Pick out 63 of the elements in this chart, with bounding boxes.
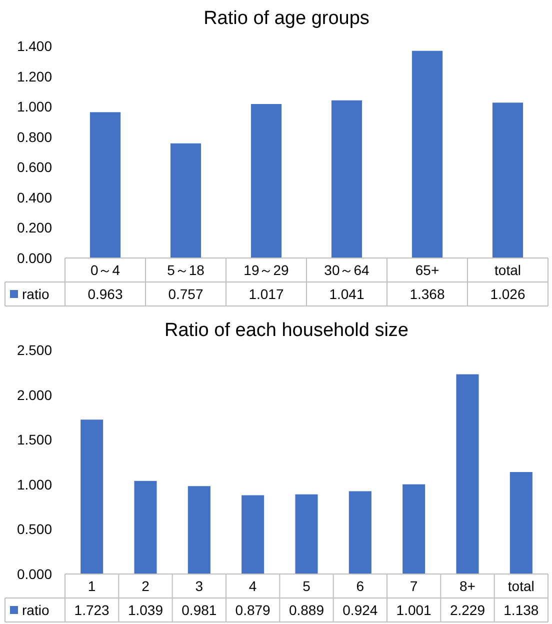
y-tick-label: 1.500 <box>16 432 52 448</box>
x-tick-label: 0～4 <box>90 262 120 278</box>
y-tick-label: 1.400 <box>16 38 52 54</box>
data-label: 0.757 <box>168 286 204 302</box>
bar <box>492 102 524 258</box>
x-tick-label: 3 <box>195 578 204 594</box>
y-tick-label: 0.000 <box>16 566 52 582</box>
data-label: 1.026 <box>490 286 526 302</box>
data-label: 1.001 <box>396 602 432 618</box>
y-tick-label: 0.500 <box>16 521 52 538</box>
bar <box>134 480 157 574</box>
x-tick-label: 5～18 <box>167 262 205 278</box>
y-tick-label: 1.000 <box>16 476 52 492</box>
x-tick-label: total <box>508 578 534 594</box>
x-tick-label: 4 <box>248 578 257 594</box>
bar <box>456 374 479 574</box>
bar <box>170 143 202 258</box>
x-tick-label: 65+ <box>415 262 440 278</box>
y-tick-label: 1.000 <box>16 98 52 115</box>
bar <box>188 486 210 574</box>
legend-label: ratio <box>22 602 50 618</box>
chart-title: Ratio of each household size <box>164 320 408 341</box>
y-tick-label: 2.500 <box>16 342 52 358</box>
bar <box>90 112 121 258</box>
bar <box>250 104 282 258</box>
y-tick-label: 0.400 <box>16 189 52 206</box>
data-label: 0.879 <box>235 602 271 618</box>
bar <box>242 495 264 574</box>
bar <box>510 472 532 574</box>
data-label: 1.041 <box>329 286 364 302</box>
x-tick-label: 30～64 <box>324 262 370 278</box>
data-label: 1.723 <box>74 602 110 618</box>
data-label: 1.138 <box>504 602 539 618</box>
y-tick-label: 0.200 <box>16 220 52 236</box>
bar <box>348 491 372 574</box>
data-label: 1.368 <box>410 286 445 302</box>
bar <box>331 100 362 258</box>
x-tick-label: 5 <box>302 578 311 594</box>
x-tick-label: 8+ <box>460 578 476 594</box>
y-tick-label: 1.200 <box>16 68 52 84</box>
x-tick-label: total <box>494 262 521 278</box>
bar <box>402 484 426 574</box>
y-tick-label: 0.000 <box>16 250 52 266</box>
data-label: 1.039 <box>128 602 164 618</box>
x-tick-label: 1 <box>88 578 96 594</box>
x-tick-label: 7 <box>410 578 418 594</box>
bar <box>80 420 104 574</box>
chart-title: Ratio of age groups <box>204 8 370 29</box>
x-tick-label: 2 <box>142 578 150 594</box>
x-tick-label: 6 <box>356 578 364 594</box>
data-label: 2.229 <box>450 602 486 618</box>
data-label: 0.924 <box>342 602 378 618</box>
legend-label: ratio <box>22 286 50 302</box>
bar <box>295 494 318 574</box>
data-label: 1.017 <box>248 286 284 302</box>
y-tick-label: 0.600 <box>16 159 52 176</box>
x-tick-label: 19～29 <box>244 262 290 278</box>
data-label: 0.963 <box>88 286 123 302</box>
data-label: 0.981 <box>182 602 217 618</box>
y-tick-label: 0.800 <box>16 128 52 145</box>
bar <box>412 50 443 258</box>
y-tick-label: 2.000 <box>16 386 52 403</box>
data-label: 0.889 <box>288 602 324 618</box>
